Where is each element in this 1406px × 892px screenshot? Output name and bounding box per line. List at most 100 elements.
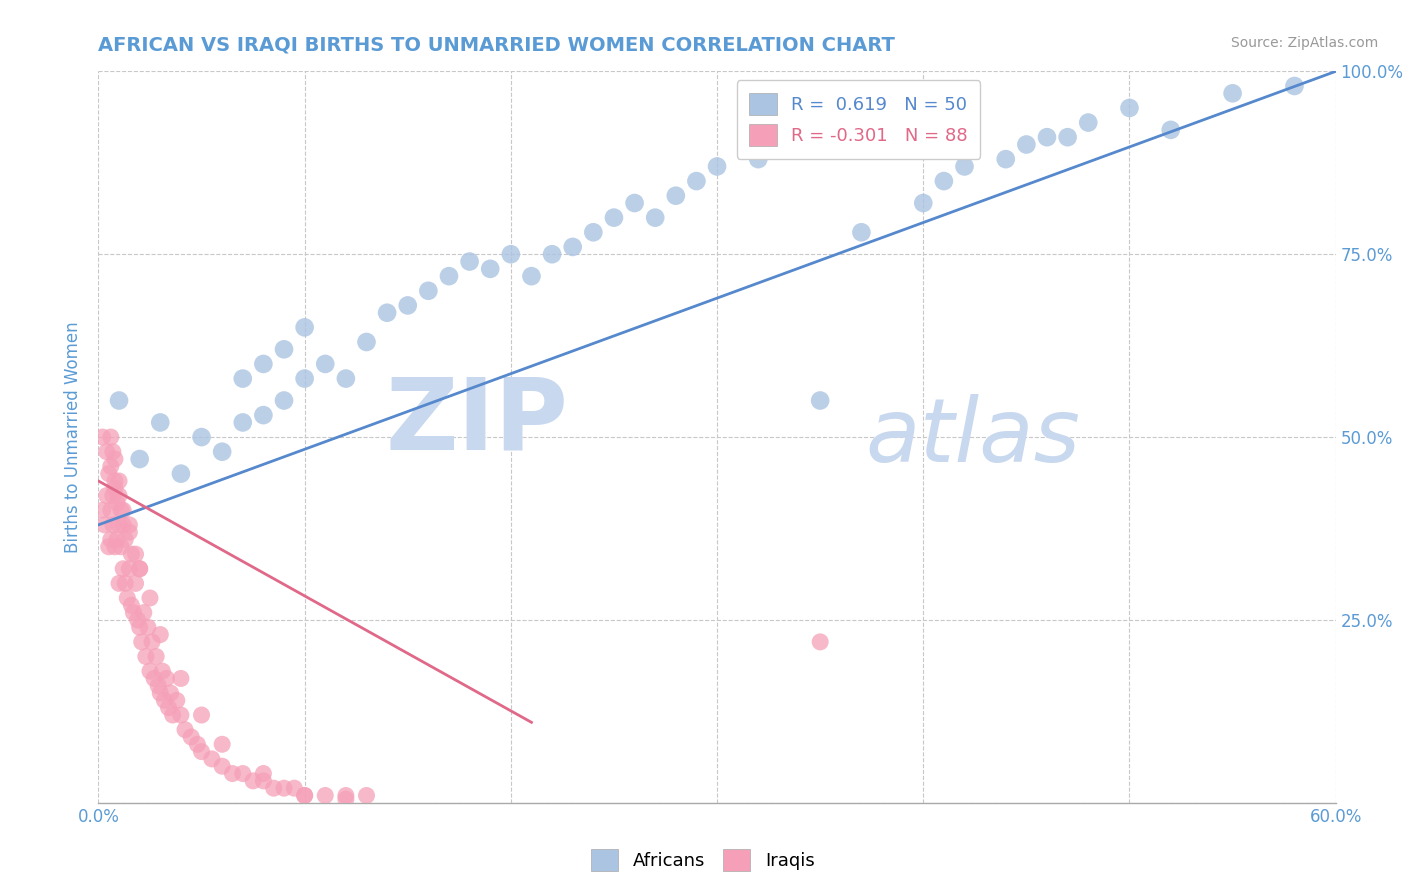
- Point: [118, 525, 141, 540]
- Point: [252, 357, 274, 371]
- Point: [105, 496, 128, 510]
- Point: [118, 517, 141, 532]
- Point: [953, 160, 976, 174]
- Point: [166, 693, 188, 707]
- Point: [294, 789, 316, 803]
- Point: [153, 693, 176, 707]
- Point: [108, 576, 131, 591]
- Point: [101, 517, 124, 532]
- Point: [789, 137, 811, 152]
- Point: [100, 430, 122, 444]
- Point: [135, 649, 157, 664]
- Point: [294, 789, 316, 803]
- Point: [994, 152, 1017, 166]
- Point: [190, 745, 212, 759]
- Point: [252, 766, 274, 780]
- Point: [273, 781, 295, 796]
- Point: [117, 591, 139, 605]
- Point: [174, 723, 197, 737]
- Point: [211, 759, 233, 773]
- Point: [149, 627, 172, 641]
- Point: [131, 635, 153, 649]
- Point: [335, 792, 357, 806]
- Point: [808, 393, 831, 408]
- Point: [706, 160, 728, 174]
- Point: [93, 517, 115, 532]
- Legend: R =  0.619   N = 50, R = -0.301   N = 88: R = 0.619 N = 50, R = -0.301 N = 88: [737, 80, 980, 159]
- Point: [335, 371, 357, 385]
- Point: [252, 408, 274, 422]
- Point: [100, 503, 122, 517]
- Text: Source: ZipAtlas.com: Source: ZipAtlas.com: [1230, 36, 1378, 50]
- Point: [1036, 130, 1059, 145]
- Point: [132, 606, 155, 620]
- Point: [242, 773, 264, 788]
- Point: [124, 576, 146, 591]
- Point: [150, 664, 173, 678]
- Point: [108, 517, 131, 532]
- Text: atlas: atlas: [866, 394, 1080, 480]
- Point: [252, 773, 274, 788]
- Legend: Africans, Iraqis: Africans, Iraqis: [583, 842, 823, 879]
- Point: [105, 533, 128, 547]
- Point: [128, 562, 150, 576]
- Point: [112, 503, 135, 517]
- Point: [127, 613, 149, 627]
- Point: [155, 672, 177, 686]
- Point: [97, 467, 120, 481]
- Point: [1056, 130, 1078, 145]
- Point: [141, 635, 163, 649]
- Point: [114, 533, 136, 547]
- Point: [932, 174, 955, 188]
- Point: [122, 606, 145, 620]
- Point: [263, 781, 285, 796]
- Point: [232, 416, 254, 430]
- Point: [118, 562, 141, 576]
- Point: [96, 444, 118, 458]
- Point: [108, 474, 131, 488]
- Point: [186, 737, 208, 751]
- Point: [499, 247, 522, 261]
- Point: [114, 576, 136, 591]
- Point: [170, 672, 193, 686]
- Point: [437, 269, 460, 284]
- Point: [162, 708, 184, 723]
- Point: [128, 452, 150, 467]
- Point: [149, 686, 172, 700]
- Point: [101, 489, 124, 503]
- Point: [170, 708, 193, 723]
- Point: [104, 474, 127, 488]
- Point: [157, 700, 180, 714]
- Point: [314, 357, 336, 371]
- Point: [232, 371, 254, 385]
- Point: [375, 306, 398, 320]
- Point: [159, 686, 181, 700]
- Point: [273, 343, 295, 357]
- Point: [143, 672, 166, 686]
- Point: [112, 562, 135, 576]
- Point: [851, 225, 873, 239]
- Point: [273, 393, 295, 408]
- Point: [479, 261, 502, 276]
- Point: [603, 211, 626, 225]
- Point: [1284, 78, 1306, 93]
- Point: [1077, 115, 1099, 129]
- Point: [100, 459, 122, 474]
- Point: [136, 620, 159, 634]
- Point: [912, 196, 935, 211]
- Point: [335, 789, 357, 803]
- Point: [541, 247, 564, 261]
- Point: [190, 430, 212, 444]
- Point: [294, 320, 316, 334]
- Point: [458, 254, 481, 268]
- Point: [1118, 101, 1140, 115]
- Point: [128, 620, 150, 634]
- Point: [149, 416, 172, 430]
- Point: [314, 789, 336, 803]
- Point: [108, 393, 131, 408]
- Point: [110, 540, 132, 554]
- Y-axis label: Births to Unmarried Women: Births to Unmarried Women: [65, 321, 83, 553]
- Point: [110, 503, 132, 517]
- Point: [232, 766, 254, 780]
- Point: [623, 196, 645, 211]
